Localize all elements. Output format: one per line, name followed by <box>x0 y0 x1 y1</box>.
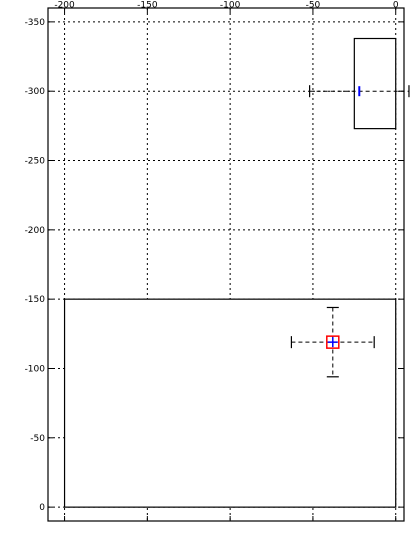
y-tick-label: -100 <box>25 364 46 374</box>
x-tick-label: -50 <box>306 1 321 11</box>
square-marker <box>326 335 340 349</box>
y-tick-label: -250 <box>25 157 46 167</box>
x-tick-label: -100 <box>220 1 241 11</box>
y-tick-label: -50 <box>30 434 45 444</box>
y-axis-ticks: -350 -300 -250 -200 -150 -100 -50 0 <box>25 18 404 513</box>
x-axis-ticks: -200 -150 -100 -50 0 <box>54 1 399 521</box>
x-tick-label: -200 <box>54 1 75 11</box>
y-tick-label: 0 <box>39 503 45 513</box>
y-tick-label: -200 <box>25 226 46 236</box>
data-point <box>290 306 375 378</box>
regions <box>63 37 397 508</box>
y-tick-label: -300 <box>25 87 46 97</box>
data-point <box>309 85 410 98</box>
region-rect <box>353 37 397 130</box>
y-tick-label: -350 <box>25 18 46 28</box>
x-tick-label: -150 <box>137 1 158 11</box>
x-tick-label: 0 <box>393 1 399 11</box>
plot-frame <box>47 7 405 522</box>
data-points <box>290 85 410 378</box>
region-rect <box>63 298 397 508</box>
y-tick-label: -150 <box>25 295 46 305</box>
